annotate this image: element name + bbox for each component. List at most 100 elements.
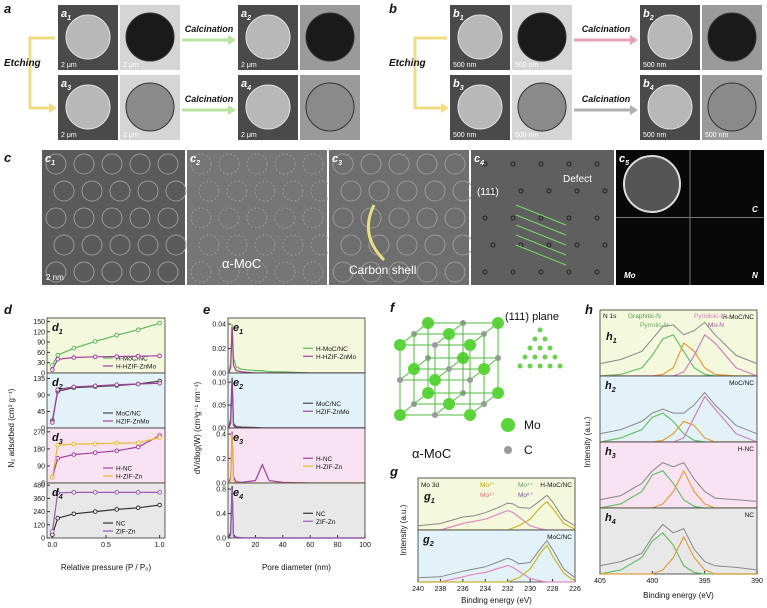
particle-tem <box>305 12 355 62</box>
plane-atom <box>517 363 523 369</box>
panel-label: a1 <box>61 8 71 22</box>
annotation: Mo⁶⁺ <box>518 492 534 499</box>
series-line <box>599 461 758 502</box>
plot-area <box>417 529 576 583</box>
nanoparticle <box>396 234 418 256</box>
nanoparticle <box>73 261 95 283</box>
plane-atom <box>532 336 538 342</box>
nanoparticle <box>566 215 572 221</box>
particle <box>647 84 693 130</box>
nanoparticle <box>274 207 296 229</box>
annotation: Graphitic-N <box>628 313 661 320</box>
scale-bar-label: 500 nm <box>515 132 539 139</box>
data-point <box>71 384 77 390</box>
panel-index: 5 <box>625 159 630 167</box>
plot-area <box>46 372 166 429</box>
etching-bracket <box>413 36 447 110</box>
nanoparticle <box>254 234 276 256</box>
legend-label: H-HZIF-ZnMo <box>316 354 356 361</box>
panel-label: h1 <box>606 331 617 345</box>
scale-bar-label: 500 nm <box>453 62 477 69</box>
data-point <box>157 380 162 386</box>
plane-atom <box>532 354 538 360</box>
lattice <box>515 224 567 246</box>
y-tick-label: 90 <box>37 393 45 400</box>
panel-index: 4 <box>611 518 616 526</box>
plane-atom <box>537 363 543 369</box>
panel-index: 3 <box>612 452 616 460</box>
nanoparticle <box>246 153 268 175</box>
panel-label: e2 <box>233 377 243 391</box>
series-line <box>599 523 758 571</box>
y-tick-label: 480 <box>33 483 45 490</box>
panel-label: h4 <box>605 512 616 526</box>
plot-area <box>227 317 366 374</box>
y-tick-label: 0 <box>41 371 45 378</box>
plot-area <box>227 372 366 429</box>
nanoparticle <box>538 215 544 221</box>
nanoparticle <box>101 261 123 283</box>
panel-label: d1 <box>52 322 63 336</box>
nanoparticle <box>254 180 276 202</box>
legend-label: HZIF-ZnMo <box>316 409 350 416</box>
x-tick-label: 0.5 <box>101 542 111 549</box>
y-tick-label: 0 <box>41 426 45 433</box>
arrow-head <box>630 35 638 45</box>
plane-atom <box>537 345 543 351</box>
particle-tem <box>517 12 567 62</box>
mo-atom <box>478 363 490 375</box>
data-point <box>114 507 120 512</box>
tem-image <box>187 150 327 285</box>
y-tick-label: 90 <box>37 463 45 470</box>
x-tick-label: 20 <box>252 542 260 549</box>
plane-atom <box>552 354 558 360</box>
nanoparticle <box>444 207 466 229</box>
panel-letter: d <box>52 377 59 389</box>
nanoparticle <box>246 261 268 283</box>
x-tick-label: 0 <box>226 542 230 549</box>
nanoparticle <box>444 261 466 283</box>
nanoparticle <box>388 153 410 175</box>
nanoparticle <box>157 153 179 175</box>
particle-tem <box>707 12 757 62</box>
panel-letter: f <box>390 300 396 315</box>
plot-area <box>227 427 366 484</box>
panel-index: 2 <box>246 14 251 22</box>
data-point <box>114 382 120 388</box>
panel-label: e3 <box>233 432 243 446</box>
nanoparticle <box>302 207 324 229</box>
data-point <box>55 442 61 448</box>
annotation: Mo⁴⁺ <box>518 482 534 489</box>
calcination-label: Calcination <box>582 24 631 34</box>
series-line <box>599 391 758 435</box>
data-point <box>71 452 77 457</box>
nanoparticle <box>490 242 496 248</box>
panel-letter: e <box>233 487 239 499</box>
y-tick-label: 270 <box>33 429 45 436</box>
legend-label: H-MoC/NC <box>116 356 148 363</box>
nanoparticle <box>396 180 418 202</box>
carbon-shell <box>366 204 386 262</box>
nanoparticle <box>594 161 600 167</box>
lattice <box>515 244 567 266</box>
nanoparticle <box>165 180 187 202</box>
annotation: Mo 3d <box>421 482 439 489</box>
panel-letter: a <box>241 78 247 90</box>
x-tick-label: 232 <box>502 586 514 593</box>
series-line <box>599 321 758 365</box>
data-point <box>92 450 98 455</box>
y-tick-label: 0.8 <box>216 487 226 494</box>
scale-bar-label: 500 nm <box>515 62 539 69</box>
panel-label: c4 <box>474 153 484 167</box>
nanoparticle <box>574 242 580 248</box>
nanoparticle <box>274 153 296 175</box>
nanoparticle <box>340 180 362 202</box>
nanoparticle <box>246 207 268 229</box>
plot-area <box>599 375 758 443</box>
data-point <box>92 383 98 389</box>
panel-letter: a <box>241 8 247 20</box>
c-atom <box>432 342 438 348</box>
panel-letter: d <box>52 487 59 499</box>
particle-tem <box>125 82 175 132</box>
phase-label: α-MoC <box>412 446 451 461</box>
